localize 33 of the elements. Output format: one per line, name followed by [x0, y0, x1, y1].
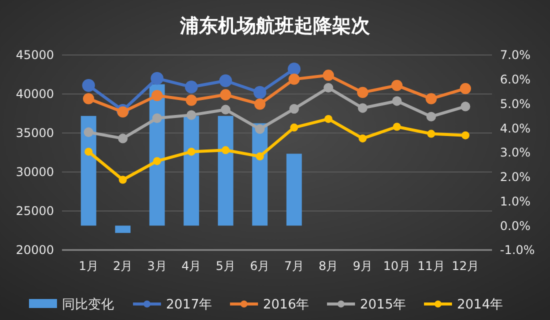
y2-tick-label: 5.0% [500, 96, 530, 111]
y2-tick-label: 2.0% [500, 170, 530, 184]
legend-label: 同比变化 [62, 298, 114, 313]
legend-label: 2014年 [457, 298, 504, 313]
y2-tick-label: -1.0% [500, 243, 535, 258]
x-tick-label: 11月 [418, 259, 445, 273]
y-tick-label: 45000 [16, 48, 54, 62]
y2-tick-label: 7.0% [500, 48, 530, 62]
y-tick-label: 35000 [16, 126, 54, 140]
y2-tick-label: 0.0% [500, 218, 530, 233]
y2-tick-label: 6.0% [500, 72, 530, 87]
x-tick-label: 1月 [78, 259, 98, 273]
y-tick-label: 40000 [16, 87, 54, 102]
legend-label: 2016年 [263, 298, 310, 313]
x-tick-label: 8月 [318, 259, 338, 273]
legend-label: 2017年 [166, 298, 212, 313]
x-tick-label: 7月 [284, 259, 304, 273]
y-tick-label: 25000 [16, 204, 54, 218]
y-tick-label: 30000 [16, 165, 54, 180]
x-tick-label: 5月 [216, 259, 236, 273]
x-tick-label: 10月 [383, 259, 411, 273]
y2-tick-label: 3.0% [500, 146, 530, 160]
y2-tick-label: 4.0% [500, 121, 530, 136]
x-tick-label: 3月 [147, 259, 167, 273]
x-tick-label: 6月 [250, 259, 270, 273]
x-tick-label: 4月 [182, 259, 202, 273]
y2-tick-label: 1.0% [500, 194, 530, 208]
x-tick-label: 2月 [112, 259, 133, 273]
chart-title: 浦东机场航班起降架次 [179, 15, 371, 37]
x-tick-label: 12月 [452, 259, 480, 273]
legend-label: 2015年 [360, 298, 406, 313]
y-tick-label: 20000 [16, 243, 54, 258]
x-tick-label: 9月 [352, 259, 372, 273]
